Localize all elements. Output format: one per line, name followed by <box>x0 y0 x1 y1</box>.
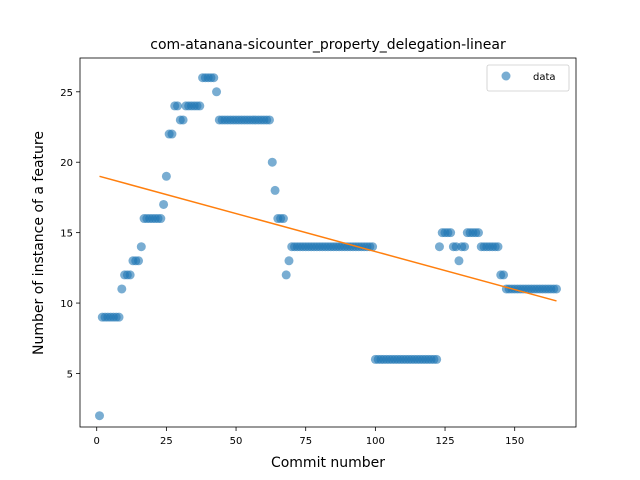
data-point <box>278 214 288 224</box>
data-point <box>195 101 205 111</box>
data-point <box>125 270 135 280</box>
chart-title: com-atanana-sicounter_property_delegatio… <box>150 37 506 53</box>
data-point <box>281 270 291 280</box>
y-tick-label: 20 <box>60 158 73 169</box>
data-point <box>493 242 503 252</box>
x-tick-label: 75 <box>299 436 312 447</box>
x-tick-label: 0 <box>94 436 100 447</box>
x-tick-label: 100 <box>366 436 385 447</box>
data-point <box>446 228 456 238</box>
data-point <box>95 411 105 421</box>
data-point <box>434 242 444 252</box>
legend-label: data <box>533 72 556 83</box>
data-point <box>212 87 222 97</box>
y-axis: 5 10 15 20 25 <box>60 88 80 380</box>
x-tick-label: 125 <box>435 436 454 447</box>
data-point <box>178 115 188 125</box>
data-point <box>117 284 127 294</box>
legend: data <box>486 64 570 92</box>
x-tick-label: 25 <box>160 436 173 447</box>
x-tick-label: 150 <box>505 436 524 447</box>
data-point <box>267 157 277 167</box>
legend-box <box>486 64 570 92</box>
x-axis: 0 25 50 75 100 125 150 <box>94 427 524 447</box>
data-point <box>551 284 561 294</box>
legend-marker <box>501 71 511 81</box>
y-axis-label: Number of instance of a feature <box>31 131 47 355</box>
data-point <box>264 115 274 125</box>
plot-area <box>79 57 577 428</box>
data-point <box>499 270 509 280</box>
y-tick-label: 15 <box>60 229 73 240</box>
data-point <box>460 242 470 252</box>
data-point <box>161 171 171 181</box>
data-point <box>454 256 464 266</box>
x-axis-label: Commit number <box>271 455 385 471</box>
data-point <box>173 101 183 111</box>
data-point <box>270 185 280 195</box>
data-point <box>432 354 442 364</box>
x-tick-label: 50 <box>230 436 243 447</box>
y-tick-label: 5 <box>67 369 73 380</box>
fit-line-group <box>99 175 557 302</box>
data-point <box>136 242 146 252</box>
y-tick-label: 10 <box>60 299 73 310</box>
data-point <box>167 129 177 139</box>
fit-line <box>99 175 557 302</box>
data-point <box>473 228 483 238</box>
data-points <box>95 73 561 421</box>
data-point <box>134 256 144 266</box>
data-point <box>114 312 124 322</box>
y-tick-label: 25 <box>60 88 73 99</box>
data-point <box>284 256 294 266</box>
data-point <box>368 242 378 252</box>
data-point <box>159 199 169 209</box>
data-point <box>209 73 219 83</box>
data-point <box>156 214 166 224</box>
